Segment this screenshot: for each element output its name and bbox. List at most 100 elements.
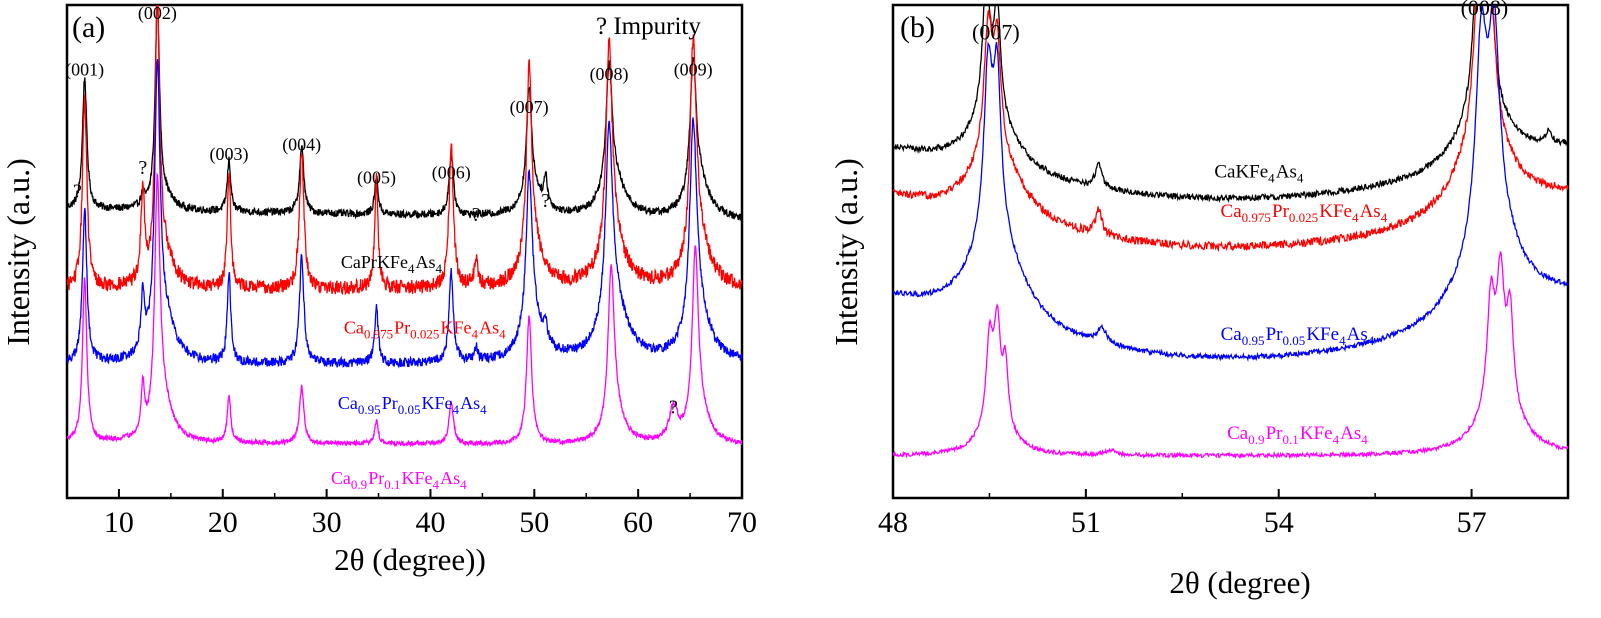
peak-label: (007) bbox=[972, 20, 1020, 45]
impurity-mark: ? bbox=[138, 157, 147, 179]
series-label-part: Pr bbox=[361, 252, 377, 272]
series-label-part: As bbox=[440, 468, 460, 488]
series-label-subscript: 4 bbox=[1352, 210, 1359, 225]
series-label-part: Pr bbox=[1272, 201, 1290, 222]
panel-a-annotations: CaPrKFe4 As4 Ca0.975 Pr0.025 KFe4 As4 Ca… bbox=[65, 3, 713, 492]
series-label-magenta: Ca0.9 Pr0.1 KFe4 As4 bbox=[331, 468, 468, 492]
x-tick-label: 51 bbox=[1071, 506, 1101, 539]
panel-b-label: (b) bbox=[900, 11, 935, 44]
series-label-part: As bbox=[416, 252, 436, 272]
x-tick-label: 54 bbox=[1264, 506, 1294, 539]
series-label-part: As bbox=[460, 393, 480, 413]
x-tick-label: 70 bbox=[727, 506, 757, 539]
series-line-magenta bbox=[67, 172, 742, 448]
series-label-part: Pr bbox=[1266, 324, 1284, 345]
impurity-mark: ? bbox=[669, 396, 678, 418]
series-label-part: Pr bbox=[382, 393, 398, 413]
series-label-subscript: 4 bbox=[472, 327, 479, 342]
x-tick-label: 48 bbox=[878, 506, 908, 539]
series-label-spacer bbox=[487, 397, 488, 412]
series-label-part: KFe bbox=[377, 252, 408, 272]
series-line-red bbox=[67, 5, 742, 296]
series-label-part: Ca bbox=[344, 318, 364, 338]
series-label-part: As bbox=[479, 318, 499, 338]
series-label-part: Ca bbox=[331, 468, 351, 488]
peak-label: (008) bbox=[590, 64, 629, 85]
series-label-part: Ca bbox=[341, 252, 361, 272]
series-label-part: CaKFe bbox=[1214, 162, 1268, 183]
series-label-subscript: 4 bbox=[408, 261, 415, 276]
series-label-subscript: 0.9 bbox=[1248, 432, 1264, 447]
series-label-subscript: 0.025 bbox=[1289, 210, 1318, 225]
series-label-subscript: 4 bbox=[436, 261, 443, 276]
series-label-subscript: 4 bbox=[1268, 171, 1275, 186]
panel-b-series-group bbox=[893, 5, 1568, 460]
panel-a-label: (a) bbox=[72, 11, 105, 44]
series-label-blue: Ca0.95 Pr0.05 KFe4 As4 bbox=[1221, 324, 1376, 348]
series-label-subscript: 0.1 bbox=[384, 477, 400, 492]
series-label-part: Ca bbox=[1221, 201, 1243, 222]
series-label-part: Pr bbox=[368, 468, 384, 488]
panel-a-chart: CaPrKFe4 As4 Ca0.975 Pr0.025 KFe4 As4 Ca… bbox=[0, 3, 757, 577]
series-label-subscript: 0.05 bbox=[1282, 333, 1305, 348]
series-label-subscript: 0.9 bbox=[351, 477, 367, 492]
series-label-subscript: 4 bbox=[1339, 333, 1346, 348]
series-label-subscript: 4 bbox=[1361, 432, 1368, 447]
series-line-blue bbox=[67, 59, 742, 369]
series-label-subscript: 0.975 bbox=[364, 327, 393, 342]
series-label-subscript: 4 bbox=[433, 477, 440, 492]
series-label-black: CaPrKFe4 As4 bbox=[341, 252, 443, 276]
x-tick-label: 20 bbox=[208, 506, 238, 539]
panel-a-x-axis-label: 2θ (degree)) bbox=[334, 542, 486, 577]
series-line-red bbox=[893, 5, 1568, 253]
series-label-part: KFe bbox=[402, 468, 433, 488]
series-label-spacer bbox=[1303, 166, 1304, 181]
series-label-subscript: 4 bbox=[460, 477, 467, 492]
series-label-subscript: 0.95 bbox=[1242, 333, 1265, 348]
series-label-subscript: 0.025 bbox=[410, 327, 439, 342]
series-label-part: Ca bbox=[1221, 324, 1243, 345]
impurity-mark: ? bbox=[73, 181, 82, 203]
impurity-mark: ? bbox=[472, 204, 481, 226]
series-label-part: KFe bbox=[1300, 423, 1333, 444]
panel-b-frame bbox=[891, 3, 1570, 500]
series-label-part: KFe bbox=[1306, 324, 1339, 345]
peak-label: (006) bbox=[432, 163, 471, 184]
peak-label: (004) bbox=[282, 135, 321, 156]
series-line-magenta bbox=[893, 251, 1568, 460]
series-line-blue bbox=[893, 5, 1568, 362]
x-tick-label: 60 bbox=[623, 506, 653, 539]
panel-a-frame bbox=[65, 3, 744, 500]
peak-label: (007) bbox=[510, 97, 549, 118]
panel-a-series-group bbox=[67, 5, 742, 448]
series-label-spacer bbox=[467, 472, 468, 487]
series-label-blue: Ca0.95 Pr0.05 KFe4 As4 bbox=[338, 393, 488, 417]
series-label-spacer bbox=[506, 322, 507, 337]
series-label-subscript: 0.1 bbox=[1282, 432, 1298, 447]
series-label-part: Ca bbox=[1227, 423, 1249, 444]
panel-b-chart: CaKFe4 As4 Ca0.975 Pr0.025 KFe4 As4 Ca0.… bbox=[828, 0, 1570, 600]
series-label-subscript: 4 bbox=[499, 327, 506, 342]
impurity-mark: ? bbox=[541, 190, 550, 212]
x-tick-label: 10 bbox=[104, 506, 134, 539]
series-label-subscript: 4 bbox=[1368, 333, 1375, 348]
series-line-black bbox=[893, 5, 1568, 204]
series-label-subscript: 4 bbox=[480, 402, 487, 417]
series-label-subscript: 4 bbox=[1297, 171, 1304, 186]
series-label-part: As bbox=[1276, 162, 1297, 183]
series-label-black: CaKFe4 As4 bbox=[1214, 162, 1304, 186]
peak-label: (001) bbox=[65, 59, 104, 80]
x-tick-label: 40 bbox=[415, 506, 445, 539]
peak-label: (003) bbox=[210, 144, 249, 165]
series-label-part: Pr bbox=[394, 318, 410, 338]
series-label-spacer bbox=[442, 256, 443, 271]
series-label-subscript: 4 bbox=[1333, 432, 1340, 447]
series-line-black bbox=[67, 5, 742, 222]
panel-a-impurity-note: ? Impurity bbox=[596, 13, 701, 40]
panel-b-annotations: CaKFe4 As4 Ca0.975 Pr0.025 KFe4 As4 Ca0.… bbox=[972, 0, 1508, 447]
series-label-part: KFe bbox=[1319, 201, 1352, 222]
series-label-spacer bbox=[1368, 427, 1369, 442]
series-label-subscript: 4 bbox=[453, 402, 460, 417]
panel-b-x-axis-label: 2θ (degree) bbox=[1169, 565, 1310, 600]
